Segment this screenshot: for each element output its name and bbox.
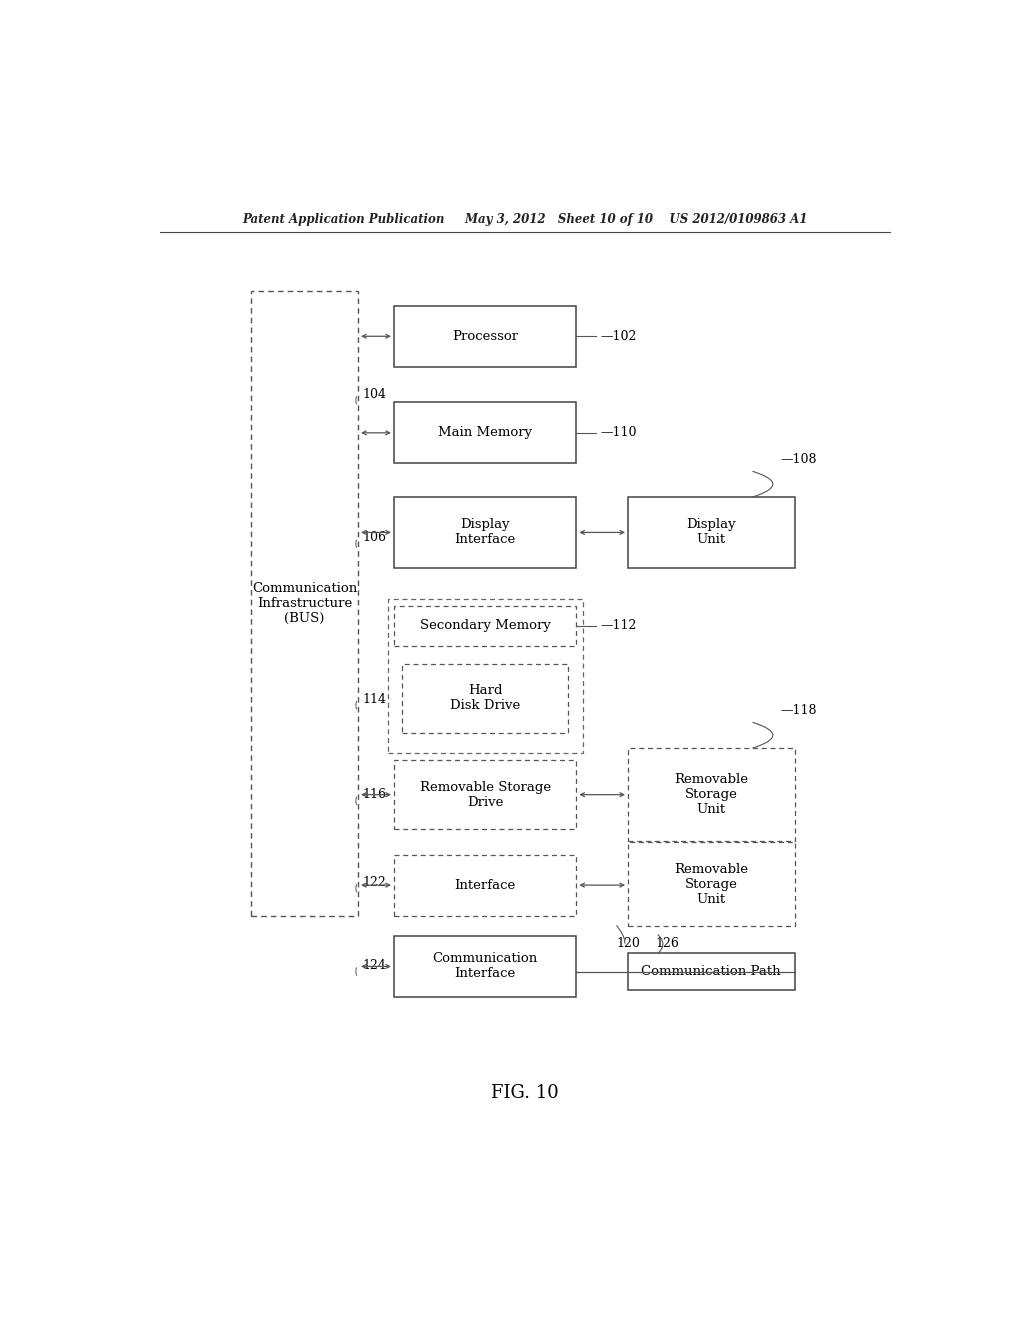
Text: 106: 106 [362,531,386,544]
Bar [251,290,358,916]
Text: Display
Interface: Display Interface [455,519,516,546]
Text: Communication
Interface: Communication Interface [432,953,538,981]
Text: 114: 114 [362,693,386,706]
Bar [394,760,577,829]
Text: —108: —108 [780,453,817,466]
Text: Communication Path: Communication Path [641,965,781,978]
Text: —102: —102 [600,330,637,343]
Bar [394,854,577,916]
Text: 104: 104 [362,388,386,401]
Bar [394,306,577,367]
Bar [628,496,795,568]
Text: 124: 124 [362,958,386,972]
Text: —110: —110 [600,426,637,440]
Text: 126: 126 [655,937,680,949]
Text: Patent Application Publication     May 3, 2012   Sheet 10 of 10    US 2012/01098: Patent Application Publication May 3, 20… [242,213,808,226]
Text: 122: 122 [362,875,386,888]
Text: 120: 120 [616,937,640,949]
Text: Communication
Infrastructure
(BUS): Communication Infrastructure (BUS) [252,582,357,624]
Bar [628,953,795,990]
Bar [394,496,577,568]
Text: FIG. 10: FIG. 10 [490,1085,559,1102]
Bar [401,664,568,733]
Text: 116: 116 [362,788,386,801]
Text: Processor: Processor [452,330,518,343]
Text: Main Memory: Main Memory [438,426,532,440]
Bar [394,606,577,647]
Text: Secondary Memory: Secondary Memory [420,619,551,632]
Bar [628,842,795,925]
Text: Hard
Disk Drive: Hard Disk Drive [450,684,520,711]
Bar [394,403,577,463]
Bar [394,936,577,997]
Text: —112: —112 [600,619,637,632]
Text: —118: —118 [780,705,817,718]
Text: Removable Storage
Drive: Removable Storage Drive [420,780,551,809]
Text: Display
Unit: Display Unit [686,519,736,546]
Text: Interface: Interface [455,879,516,891]
Text: Removable
Storage
Unit: Removable Storage Unit [674,862,749,906]
Bar [387,598,583,752]
Bar [628,748,795,841]
Text: Removable
Storage
Unit: Removable Storage Unit [674,774,749,816]
